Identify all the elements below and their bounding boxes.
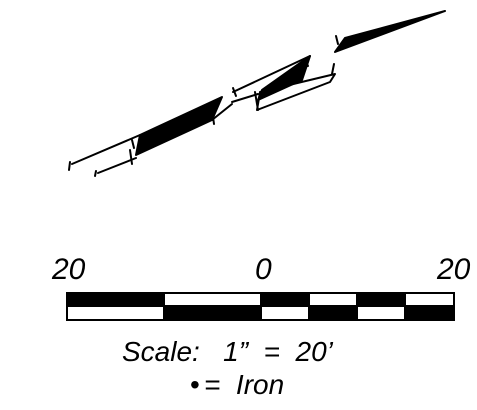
scale-label-center: 0 — [255, 253, 272, 286]
tick-right-top — [335, 35, 339, 45]
tick-right-mid — [331, 63, 335, 75]
tick-lower-bottom — [94, 170, 97, 177]
scale-seg-top-3 — [260, 292, 310, 307]
iron-dot-icon: • — [190, 369, 200, 400]
parcel-sketch — [68, 10, 446, 177]
scale-seg-bot-3 — [260, 305, 310, 321]
tick-middle-left2 — [254, 91, 259, 111]
scale-seg-top-2 — [163, 292, 262, 307]
scale-seg-top-1 — [66, 292, 165, 307]
tick-lower-left — [68, 161, 71, 171]
scale-label-right: 20 — [436, 253, 471, 286]
line-lower-bottom — [97, 157, 137, 174]
scale-seg-top-6 — [404, 292, 455, 307]
scale-seg-bot-4 — [308, 305, 358, 321]
tick-middle-right — [304, 59, 309, 67]
tick-lower-a — [131, 139, 135, 149]
scale-bar — [66, 292, 455, 321]
tick-lower-c — [211, 109, 215, 125]
scale-seg-bot-1 — [66, 305, 165, 321]
scale-seg-top-5 — [356, 292, 406, 307]
line-middle-lower — [231, 93, 259, 103]
line-middle-top — [232, 55, 311, 93]
line-lower-top — [71, 134, 141, 165]
scale-text: Scale: 1” = 20’ — [122, 336, 334, 367]
tick-lower-b — [129, 149, 133, 165]
legend-text: = Iron — [204, 369, 284, 400]
wedge-right — [334, 10, 446, 53]
scale-seg-bot-5 — [356, 305, 406, 321]
line-lower-mid — [211, 103, 233, 121]
parcel-lower-fill — [135, 96, 223, 156]
scale-label-left: 20 — [51, 253, 86, 286]
parcel-middle-fill — [257, 55, 311, 101]
scale-seg-bot-6 — [404, 305, 455, 321]
scale-seg-top-4 — [308, 292, 358, 307]
tick-middle-left — [232, 87, 237, 97]
scale-seg-bot-2 — [163, 305, 262, 321]
